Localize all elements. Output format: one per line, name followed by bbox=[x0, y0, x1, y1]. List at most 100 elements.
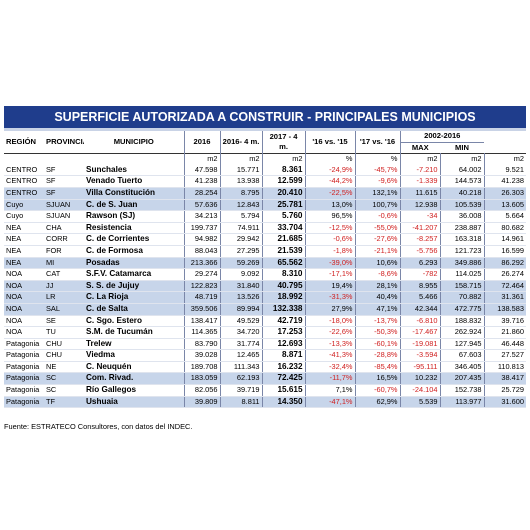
table-cell: 28.254 bbox=[183, 187, 220, 200]
table-cell: SAL bbox=[44, 303, 84, 316]
table-cell: -41,3% bbox=[304, 349, 355, 362]
table-cell: 83.790 bbox=[183, 338, 220, 351]
table-cell: 8.361 bbox=[261, 164, 305, 177]
table-cell: 163.318 bbox=[439, 233, 485, 246]
table-cell: NOA bbox=[4, 315, 44, 328]
table-cell: 39.809 bbox=[183, 396, 220, 409]
table-cell: -55,0% bbox=[354, 222, 400, 235]
table-cell: 152.738 bbox=[439, 384, 485, 397]
table-cell: -17,1% bbox=[304, 268, 355, 281]
table-cell: 5.539 bbox=[399, 396, 440, 409]
table-cell: 262.924 bbox=[439, 326, 485, 339]
header-row: REGIÓN PROVINCIA MUNICIPIO 2016 2016- 4 m. 20… bbox=[4, 131, 526, 154]
table-cell: -34 bbox=[399, 210, 440, 223]
unit-cell: m2 bbox=[183, 153, 220, 165]
table-cell: 27,9% bbox=[304, 303, 355, 316]
table-cell: 34.213 bbox=[183, 210, 220, 223]
table-cell: 113.977 bbox=[439, 396, 485, 409]
table-cell: 8.811 bbox=[219, 396, 262, 409]
table-row: Cuyo SJUAN C. de S. Juan 57.636 12.843 25.781… bbox=[4, 199, 527, 212]
table-cell: -85,4% bbox=[354, 361, 400, 374]
table-cell: NOA bbox=[4, 268, 44, 281]
column-header: MUNICIPIO bbox=[113, 136, 154, 146]
table-cell: 40.218 bbox=[439, 187, 485, 200]
table-cell: 9.521 bbox=[483, 164, 527, 177]
table-cell: 27.295 bbox=[219, 245, 262, 258]
table-cell: 158.715 bbox=[439, 280, 485, 293]
table-cell: 42.344 bbox=[399, 303, 440, 316]
table-cell: -39,0% bbox=[304, 257, 355, 270]
table-cell: Río Gallegos bbox=[84, 384, 184, 397]
table-cell: 21.685 bbox=[261, 233, 305, 246]
table-cell: -50,3% bbox=[354, 326, 400, 339]
table-cell: 8.795 bbox=[219, 187, 262, 200]
table-cell: 17.253 bbox=[261, 326, 305, 339]
table-cell: C. La Rioja bbox=[84, 291, 184, 304]
table-cell: 36.008 bbox=[439, 210, 485, 223]
table-cell: 114.025 bbox=[439, 268, 485, 281]
table-cell: 46.448 bbox=[483, 338, 527, 351]
table-cell: Cuyo bbox=[4, 210, 44, 223]
table-cell: -45,7% bbox=[354, 164, 400, 177]
table-cell: -95.111 bbox=[399, 361, 440, 374]
table-cell: SF bbox=[44, 164, 84, 177]
table-row: CENTRO SF Sunchales 47.598 15.771 8.361 -24,9%… bbox=[4, 164, 527, 177]
table-cell: 20.410 bbox=[261, 187, 305, 200]
blank-cell bbox=[4, 154, 44, 165]
table-cell: 132.338 bbox=[261, 303, 305, 316]
table-cell: 96,5% bbox=[304, 210, 355, 223]
table-cell: 10.232 bbox=[399, 372, 440, 386]
table-cell: 138.417 bbox=[183, 315, 220, 328]
table-cell: 12.693 bbox=[261, 338, 305, 351]
table-cell: -31,3% bbox=[304, 291, 355, 304]
table-cell: -7.210 bbox=[399, 164, 440, 177]
table-cell: Sunchales bbox=[84, 164, 184, 177]
table-cell: 80.682 bbox=[483, 222, 527, 235]
table-cell: 8.955 bbox=[399, 280, 440, 293]
table-cell: 10,6% bbox=[354, 257, 400, 270]
table-cell: 13,0% bbox=[304, 199, 355, 212]
table-cell: Viedma bbox=[84, 349, 184, 362]
table-cell: Patagonia bbox=[4, 338, 44, 351]
table-cell: 472.775 bbox=[439, 303, 485, 316]
table-cell: C. de Corrientes bbox=[84, 233, 184, 246]
table-cell: C. Sgo. Estero bbox=[84, 315, 184, 328]
table-cell: Patagonia bbox=[4, 349, 44, 362]
table-cell: 6.293 bbox=[399, 257, 440, 270]
table-cell: 38.417 bbox=[483, 372, 527, 386]
table-cell: CENTRO bbox=[4, 187, 44, 200]
table-cell: 29.942 bbox=[219, 233, 262, 246]
table-title: SUPERFICIE AUTORIZADA A CONSTRUIR - PRIN… bbox=[4, 106, 526, 131]
table-cell: Trelew bbox=[84, 338, 184, 351]
table-cell: -24.104 bbox=[399, 384, 440, 397]
column-header: PROVINCIA bbox=[46, 136, 84, 146]
table-cell: LR bbox=[44, 291, 84, 304]
unit-cell: % bbox=[304, 153, 355, 165]
column-header: MAX bbox=[399, 142, 440, 154]
table-cell: Patagonia bbox=[4, 361, 44, 374]
table-cell: SE bbox=[44, 315, 84, 328]
table-cell: NOA bbox=[4, 326, 44, 339]
table-cell: 25.781 bbox=[261, 199, 305, 212]
table-cell: 42.719 bbox=[261, 315, 305, 328]
table-cell: 12.843 bbox=[219, 199, 262, 212]
table-cell: 114.365 bbox=[183, 326, 220, 339]
table-cell: 26.303 bbox=[483, 187, 527, 200]
table-cell: 5.794 bbox=[219, 210, 262, 223]
table-cell: 39.719 bbox=[219, 384, 262, 397]
table-cell: 12.938 bbox=[399, 199, 440, 212]
table-cell: -22,6% bbox=[304, 326, 355, 339]
table-row: NOA SE C. Sgo. Estero 138.417 49.529 42.719 -1… bbox=[4, 315, 527, 328]
table-cell: 65.562 bbox=[261, 257, 305, 270]
table-cell: 199.737 bbox=[183, 222, 220, 235]
table-cell: 11.615 bbox=[399, 187, 440, 200]
table-cell: 5.664 bbox=[483, 210, 527, 223]
table-cell: SC bbox=[44, 372, 84, 386]
table-cell: 111.343 bbox=[219, 361, 262, 374]
source-note: Fuente: ESTRATECO Consultores, con datos… bbox=[4, 422, 193, 432]
table-cell: 127.945 bbox=[439, 338, 485, 351]
table-cell: -24,9% bbox=[304, 164, 355, 177]
table-cell: -6.810 bbox=[399, 315, 440, 328]
table-cell: 132,1% bbox=[354, 187, 400, 200]
table-cell: Patagonia bbox=[4, 384, 44, 397]
